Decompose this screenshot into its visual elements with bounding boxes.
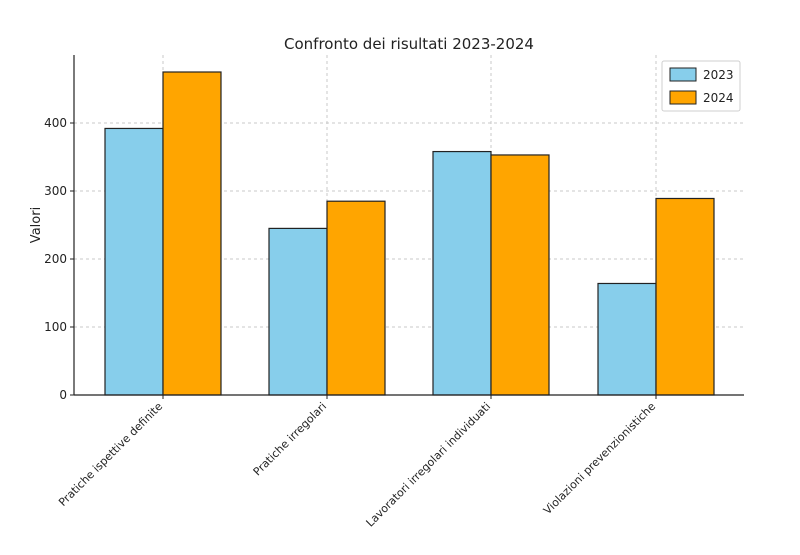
x-ticks: Pratiche ispettive definite Pratiche irre… <box>56 395 658 529</box>
bar-2024-4 <box>655 197 715 396</box>
bar-2024-2 <box>326 200 386 396</box>
legend-items: 2023 2024 <box>669 67 734 105</box>
y-tick-label: 0 <box>59 388 67 402</box>
bar-2024-1 <box>162 71 222 396</box>
x-tick-label: Pratiche ispettive definite <box>56 400 165 509</box>
bar-2024-3 <box>490 154 550 396</box>
x-tick-label: Lavoratori irregolari individuati <box>364 400 494 530</box>
bar-2023-3 <box>432 150 492 396</box>
y-tick-label: 400 <box>44 116 67 130</box>
y-tick-label: 300 <box>44 184 67 198</box>
legend-swatch-2024 <box>669 90 697 105</box>
bars-layer <box>104 71 715 396</box>
x-tick-label: Violazioni prevenzionistiche <box>541 400 658 517</box>
y-axis-label: Valori <box>29 207 44 243</box>
y-ticks: 0 100 200 300 400 <box>44 116 74 402</box>
legend-label-2024: 2024 <box>703 91 734 105</box>
legend-swatch-2023 <box>669 67 697 82</box>
legend: 2023 2024 <box>661 60 741 112</box>
legend-label-2023: 2023 <box>703 68 734 82</box>
bar-2023-4 <box>597 282 657 396</box>
chart-title: Confronto dei risultati 2023-2024 <box>284 35 534 53</box>
bar-2023-2 <box>268 227 328 396</box>
y-tick-label: 100 <box>44 320 67 334</box>
bar-2023-1 <box>104 127 164 396</box>
y-tick-label: 200 <box>44 252 67 266</box>
axes-layer <box>73 55 744 396</box>
x-tick-label: Pratiche irregolari <box>251 400 329 478</box>
